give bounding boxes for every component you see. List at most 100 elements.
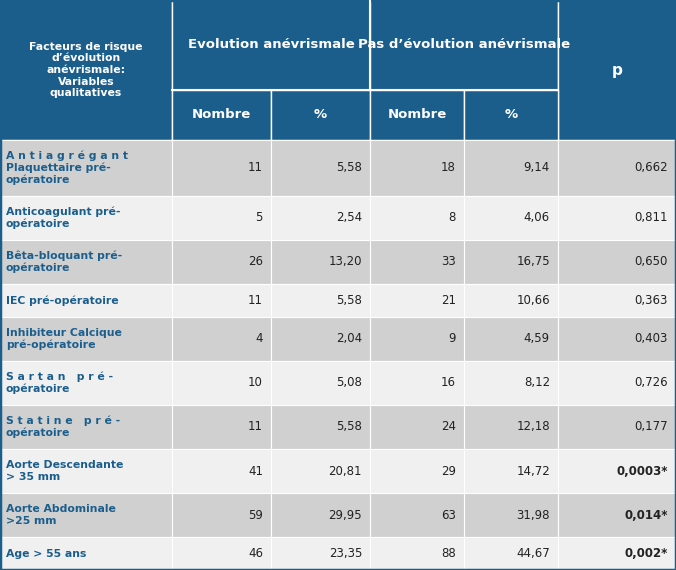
Text: 0,811: 0,811 bbox=[635, 211, 668, 224]
Text: IEC pré-opératoire: IEC pré-opératoire bbox=[6, 295, 118, 306]
Bar bbox=[172, 405, 271, 449]
Bar bbox=[558, 140, 676, 196]
Text: 16,75: 16,75 bbox=[516, 255, 550, 268]
Bar bbox=[0, 493, 172, 538]
Text: Nombre: Nombre bbox=[387, 108, 447, 121]
Bar bbox=[0, 196, 172, 240]
Text: 18: 18 bbox=[441, 161, 456, 174]
Text: 23,35: 23,35 bbox=[329, 547, 362, 560]
Bar bbox=[370, 90, 464, 140]
Text: Bêta-bloquant pré-
opératoire: Bêta-bloquant pré- opératoire bbox=[6, 251, 122, 273]
Bar bbox=[370, 449, 464, 493]
Text: 10,66: 10,66 bbox=[516, 294, 550, 307]
Text: 5,58: 5,58 bbox=[336, 421, 362, 434]
Text: Age > 55 ans: Age > 55 ans bbox=[6, 549, 87, 559]
Bar bbox=[558, 240, 676, 284]
Bar bbox=[464, 240, 558, 284]
Text: 10: 10 bbox=[248, 376, 263, 389]
Bar bbox=[558, 405, 676, 449]
Text: 13,20: 13,20 bbox=[329, 255, 362, 268]
Text: Anticoagulant pré-
opératoire: Anticoagulant pré- opératoire bbox=[6, 206, 120, 229]
Text: S t a t i n e   p r é -
opératoire: S t a t i n e p r é - opératoire bbox=[6, 416, 120, 438]
Bar bbox=[271, 493, 370, 538]
Bar bbox=[464, 405, 558, 449]
Text: A n t i a g r é g a n t
Plaquettaire pré-
opératoire: A n t i a g r é g a n t Plaquettaire pré… bbox=[6, 150, 128, 185]
Bar bbox=[558, 196, 676, 240]
Text: 5,08: 5,08 bbox=[336, 376, 362, 389]
Bar bbox=[370, 493, 464, 538]
Text: 33: 33 bbox=[441, 255, 456, 268]
Text: 5,58: 5,58 bbox=[336, 161, 362, 174]
Bar bbox=[172, 538, 271, 570]
Text: 9,14: 9,14 bbox=[524, 161, 550, 174]
Text: Facteurs de risque
d’évolution
anévrismale:
Variables
qualitatives: Facteurs de risque d’évolution anévrisma… bbox=[29, 42, 143, 98]
Text: 29: 29 bbox=[441, 465, 456, 478]
Bar bbox=[558, 284, 676, 316]
Bar bbox=[0, 361, 172, 405]
Bar bbox=[172, 90, 271, 140]
Bar bbox=[464, 90, 558, 140]
Bar bbox=[558, 316, 676, 361]
Text: 88: 88 bbox=[441, 547, 456, 560]
Text: %: % bbox=[314, 108, 327, 121]
Bar bbox=[558, 0, 676, 140]
Bar bbox=[464, 449, 558, 493]
Bar bbox=[370, 0, 558, 90]
Text: 46: 46 bbox=[248, 547, 263, 560]
Text: 16: 16 bbox=[441, 376, 456, 389]
Text: 59: 59 bbox=[248, 509, 263, 522]
Text: 0,014*: 0,014* bbox=[625, 509, 668, 522]
Bar bbox=[271, 90, 370, 140]
Text: Inhibiteur Calcique
pré-opératoire: Inhibiteur Calcique pré-opératoire bbox=[6, 328, 122, 350]
Bar bbox=[271, 538, 370, 570]
Text: Aorte Abdominale
>25 mm: Aorte Abdominale >25 mm bbox=[6, 504, 116, 526]
Text: 14,72: 14,72 bbox=[516, 465, 550, 478]
Bar bbox=[0, 538, 172, 570]
Bar bbox=[0, 140, 172, 196]
Bar bbox=[464, 538, 558, 570]
Bar bbox=[370, 284, 464, 316]
Bar bbox=[464, 361, 558, 405]
Bar bbox=[271, 405, 370, 449]
Text: 0,650: 0,650 bbox=[635, 255, 668, 268]
Text: Aorte Descendante
> 35 mm: Aorte Descendante > 35 mm bbox=[6, 461, 124, 482]
Bar bbox=[172, 493, 271, 538]
Text: S a r t a n   p r é -
opératoire: S a r t a n p r é - opératoire bbox=[6, 372, 113, 394]
Text: 12,18: 12,18 bbox=[516, 421, 550, 434]
Bar bbox=[370, 405, 464, 449]
Text: 11: 11 bbox=[248, 161, 263, 174]
Bar bbox=[172, 316, 271, 361]
Bar bbox=[172, 361, 271, 405]
Bar bbox=[271, 284, 370, 316]
Bar bbox=[558, 361, 676, 405]
Text: Nombre: Nombre bbox=[192, 108, 251, 121]
Bar bbox=[370, 538, 464, 570]
Bar bbox=[172, 196, 271, 240]
Bar bbox=[0, 0, 172, 140]
Bar bbox=[370, 196, 464, 240]
Bar bbox=[370, 361, 464, 405]
Bar bbox=[0, 405, 172, 449]
Bar bbox=[0, 284, 172, 316]
Bar bbox=[271, 196, 370, 240]
Text: 5: 5 bbox=[256, 211, 263, 224]
Text: 5,58: 5,58 bbox=[336, 294, 362, 307]
Bar bbox=[370, 140, 464, 196]
Text: Pas d’évolution anévrismale: Pas d’évolution anévrismale bbox=[358, 39, 570, 51]
Text: p: p bbox=[612, 63, 623, 78]
Bar bbox=[464, 316, 558, 361]
Bar bbox=[172, 240, 271, 284]
Bar bbox=[464, 493, 558, 538]
Text: 21: 21 bbox=[441, 294, 456, 307]
Bar bbox=[370, 240, 464, 284]
Bar bbox=[172, 140, 271, 196]
Bar bbox=[558, 538, 676, 570]
Text: 0,726: 0,726 bbox=[634, 376, 668, 389]
Text: 2,54: 2,54 bbox=[336, 211, 362, 224]
Text: 8: 8 bbox=[449, 211, 456, 224]
Bar bbox=[172, 284, 271, 316]
Bar bbox=[464, 196, 558, 240]
Text: 8,12: 8,12 bbox=[524, 376, 550, 389]
Text: 0,363: 0,363 bbox=[635, 294, 668, 307]
Bar bbox=[370, 316, 464, 361]
